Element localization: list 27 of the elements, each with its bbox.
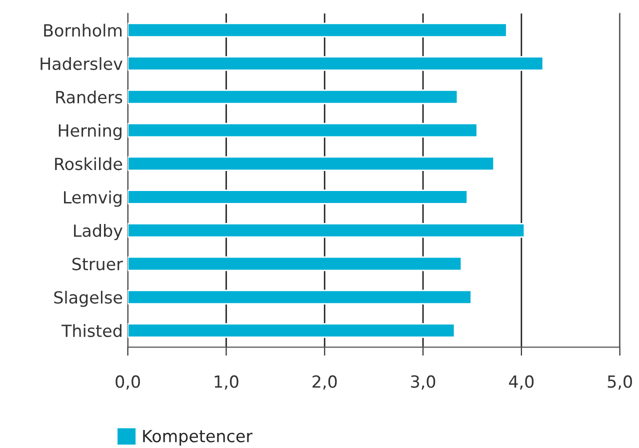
bar	[128, 22, 508, 38]
bar	[128, 323, 456, 338]
y-tick-label: Bornholm	[44, 24, 122, 37]
bar	[128, 290, 472, 305]
bar	[128, 256, 462, 272]
y-tick-label: Lemvig	[64, 190, 122, 207]
y-tick-label: Thisted	[61, 324, 122, 338]
bar	[128, 56, 544, 71]
bar	[128, 122, 478, 138]
y-tick-label: Haderslev	[40, 57, 122, 70]
bar	[128, 156, 495, 171]
bar	[128, 223, 526, 238]
legend-label: Kompetencer	[143, 430, 253, 446]
x-tick-label: 5,0	[608, 375, 632, 390]
x-tick-label: 1,0	[214, 375, 238, 390]
bar	[128, 190, 468, 204]
bar	[128, 90, 458, 104]
x-tick-label: 0,0	[116, 375, 140, 390]
y-tick-label: Randers	[56, 90, 122, 104]
y-tick-label: Herning	[58, 124, 122, 140]
y-tick-label: Roskilde	[55, 157, 122, 170]
x-tick-label: 3,0	[411, 375, 436, 390]
x-tick-label: 2,0	[312, 375, 337, 390]
y-tick-label: Ladby	[74, 224, 122, 240]
y-tick-label: Struer	[72, 258, 123, 270]
x-tick-label: 4,0	[508, 375, 534, 390]
y-tick-label: Slagelse	[54, 290, 122, 307]
